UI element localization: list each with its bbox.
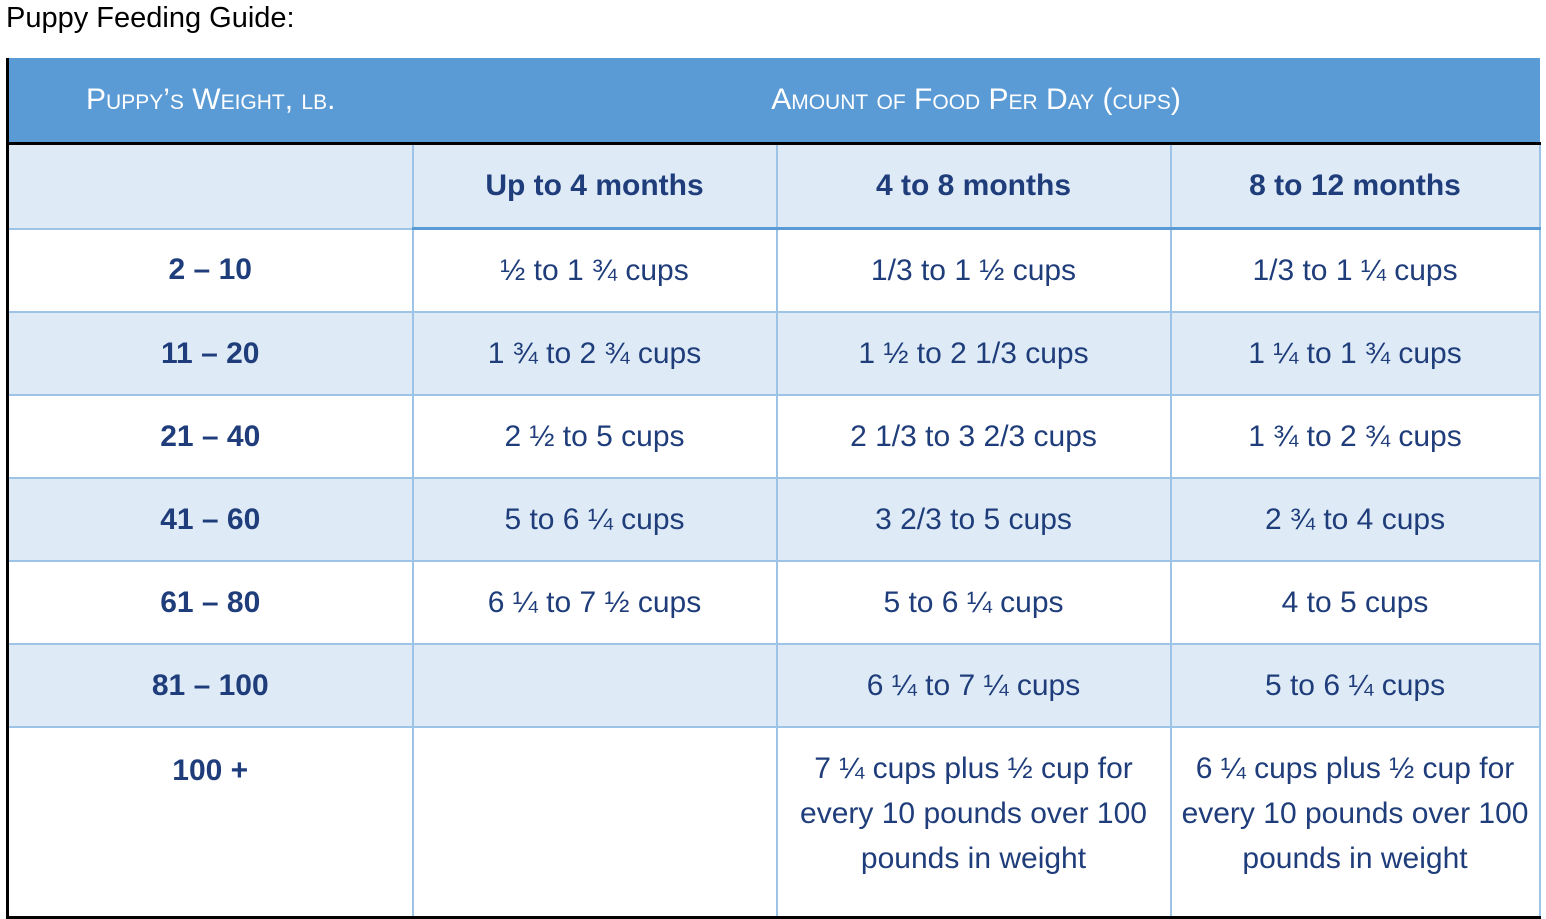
weight-cell: 2 – 10 <box>7 227 414 312</box>
amount-cell-4-to-8: 7 ¼ cups plus ½ cup for every 10 pounds … <box>775 726 1172 918</box>
table-row: 21 – 40 2 ½ to 5 cups 2 1/3 to 3 2/3 cup… <box>7 394 1541 478</box>
age-header-8-to-12: 8 to 12 months <box>1169 143 1541 230</box>
table-row: 61 – 80 6 ¼ to 7 ½ cups 5 to 6 ¼ cups 4 … <box>7 560 1541 644</box>
amount-cell-up-to-4: ½ to 1 ¾ cups <box>411 227 778 312</box>
amount-cell-8-to-12: 4 to 5 cups <box>1169 560 1541 644</box>
amount-column-header: Amount of Food Per Day (cups) <box>412 58 1540 144</box>
amount-cell-up-to-4: 2 ½ to 5 cups <box>411 394 778 478</box>
amount-cell-8-to-12: 2 ¾ to 4 cups <box>1169 477 1541 561</box>
amount-cell-8-to-12: 5 to 6 ¼ cups <box>1169 643 1541 727</box>
amount-cell-8-to-12: 1/3 to 1 ¼ cups <box>1169 227 1541 312</box>
table-row: 11 – 20 1 ¾ to 2 ¾ cups 1 ½ to 2 1/3 cup… <box>7 311 1541 395</box>
table-row: 2 – 10 ½ to 1 ¾ cups 1/3 to 1 ½ cups 1/3… <box>7 227 1541 312</box>
amount-cell-4-to-8: 3 2/3 to 5 cups <box>775 477 1172 561</box>
weight-column-header: Puppy’s Weight, lb. <box>7 58 413 144</box>
amount-cell-up-to-4 <box>411 726 778 918</box>
amount-cell-4-to-8: 1/3 to 1 ½ cups <box>775 227 1172 312</box>
weight-cell: 100 + <box>7 726 414 918</box>
amount-cell-8-to-12: 1 ¼ to 1 ¾ cups <box>1169 311 1541 395</box>
amount-cell-8-to-12: 6 ¼ cups plus ½ cup for every 10 pounds … <box>1169 726 1541 918</box>
amount-cell-up-to-4 <box>411 643 778 727</box>
amount-cell-up-to-4: 1 ¾ to 2 ¾ cups <box>411 311 778 395</box>
amount-cell-4-to-8: 5 to 6 ¼ cups <box>775 560 1172 644</box>
table-row: 81 – 100 6 ¼ to 7 ¼ cups 5 to 6 ¼ cups <box>7 643 1541 727</box>
page-title: Puppy Feeding Guide: <box>6 2 295 34</box>
amount-cell-up-to-4: 6 ¼ to 7 ½ cups <box>411 560 778 644</box>
amount-cell-4-to-8: 2 1/3 to 3 2/3 cups <box>775 394 1172 478</box>
amount-cell-up-to-4: 5 to 6 ¼ cups <box>411 477 778 561</box>
weight-cell: 61 – 80 <box>7 560 414 644</box>
amount-cell-4-to-8: 6 ¼ to 7 ¼ cups <box>775 643 1172 727</box>
age-header-up-to-4: Up to 4 months <box>411 143 778 230</box>
age-subheader-row: Up to 4 months 4 to 8 months 8 to 12 mon… <box>7 143 1541 230</box>
empty-subheader-cell <box>7 143 414 230</box>
weight-cell: 41 – 60 <box>7 477 414 561</box>
amount-cell-8-to-12: 1 ¾ to 2 ¾ cups <box>1169 394 1541 478</box>
age-header-4-to-8: 4 to 8 months <box>775 143 1172 230</box>
table-header-row: Puppy’s Weight, lb. Amount of Food Per D… <box>7 58 1540 144</box>
feeding-guide-table: Puppy’s Weight, lb. Amount of Food Per D… <box>6 58 1541 919</box>
table-row: 41 – 60 5 to 6 ¼ cups 3 2/3 to 5 cups 2 … <box>7 477 1541 561</box>
weight-cell: 81 – 100 <box>7 643 414 727</box>
weight-cell: 11 – 20 <box>7 311 414 395</box>
weight-cell: 21 – 40 <box>7 394 414 478</box>
table-row: 100 + 7 ¼ cups plus ½ cup for every 10 p… <box>7 726 1541 918</box>
amount-cell-4-to-8: 1 ½ to 2 1/3 cups <box>775 311 1172 395</box>
